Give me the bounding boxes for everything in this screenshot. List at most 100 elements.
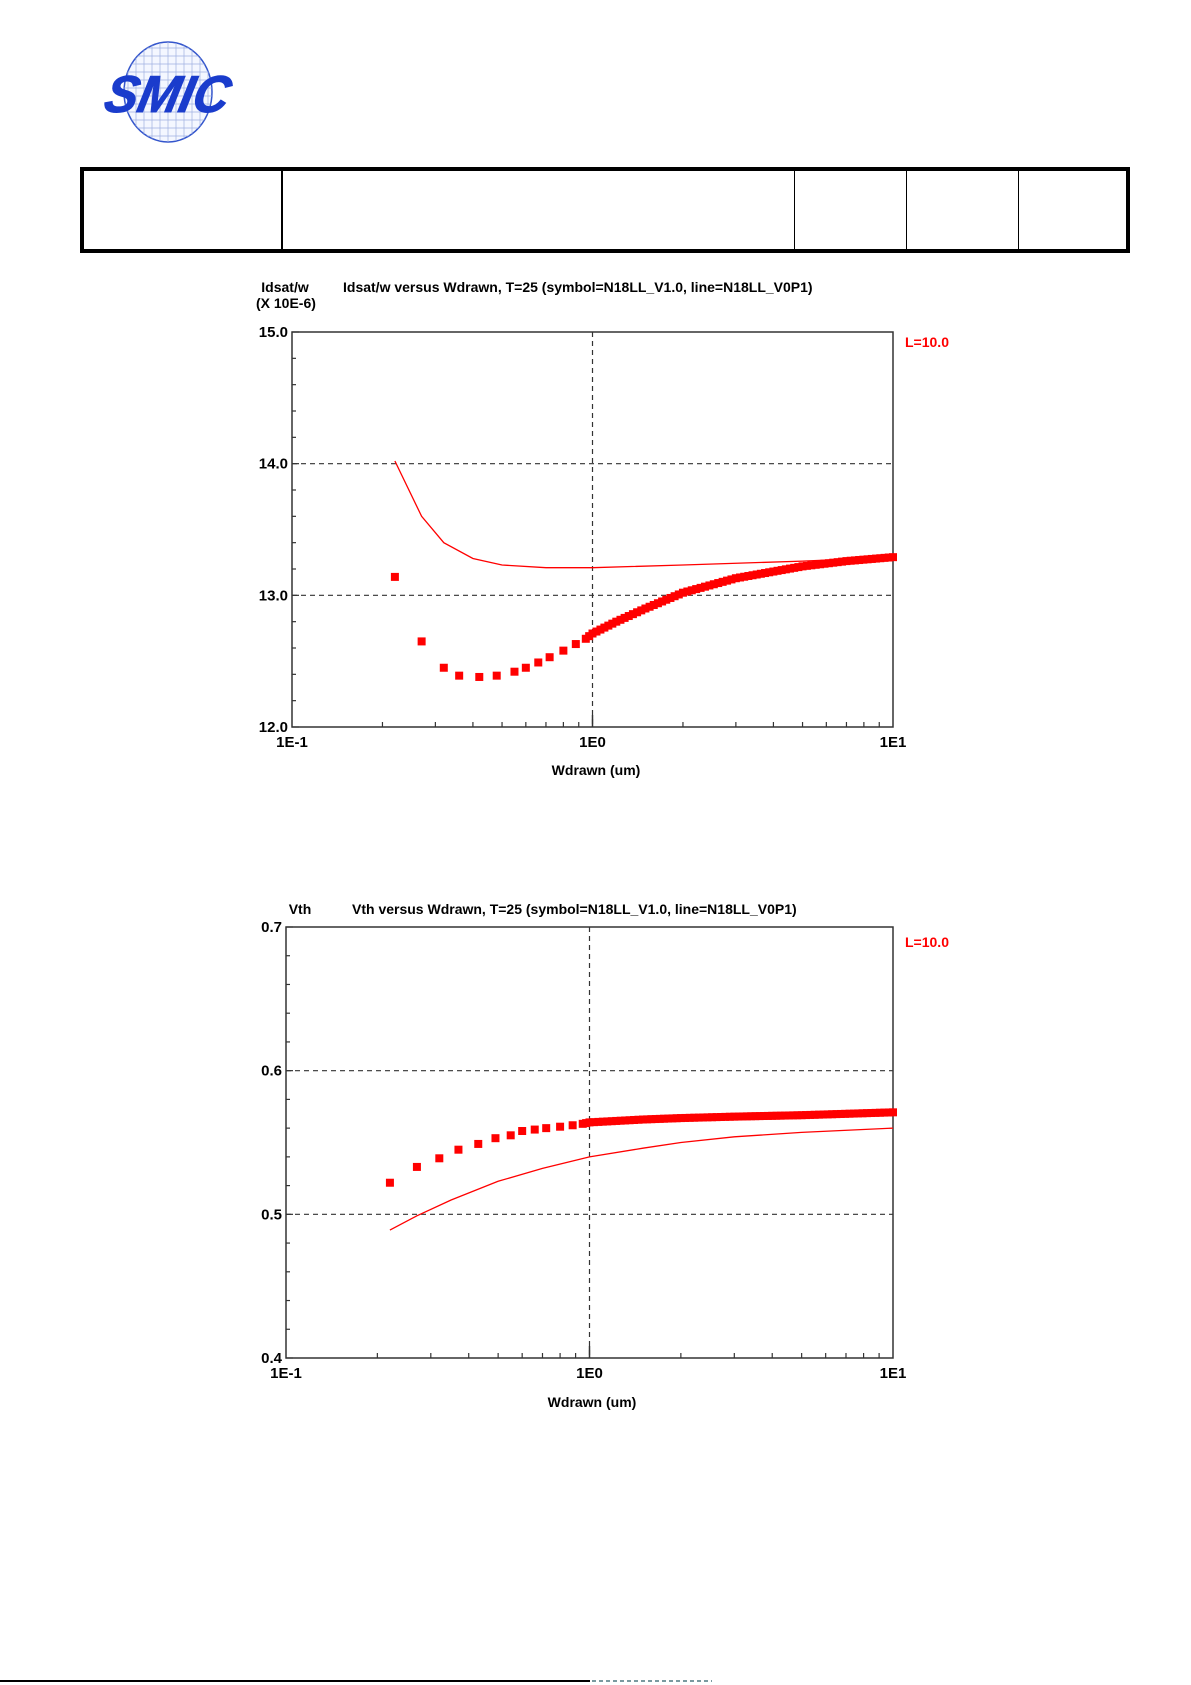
data-marker: [794, 563, 803, 572]
data-marker: [670, 592, 679, 601]
data-marker: [793, 1111, 802, 1120]
data-marker: [752, 570, 761, 579]
data-marker: [755, 1112, 764, 1121]
data-marker: [751, 1112, 760, 1121]
data-marker: [625, 1116, 634, 1125]
data-marker: [676, 1114, 685, 1123]
data-marker: [612, 617, 621, 626]
data-marker: [638, 1115, 647, 1124]
data-marker: [475, 672, 484, 681]
data-marker: [765, 568, 774, 577]
data-marker: [846, 556, 855, 565]
data-marker: [833, 558, 842, 567]
data-marker: [838, 557, 847, 566]
data-marker: [725, 1112, 734, 1121]
y-tick-label: 0.6: [261, 1063, 282, 1080]
x-tick-label: 1E0: [576, 1365, 603, 1382]
data-marker: [708, 1113, 717, 1122]
data-marker: [734, 1112, 743, 1121]
data-marker: [633, 608, 642, 617]
data-marker: [649, 600, 658, 609]
data-marker: [850, 556, 859, 565]
data-marker: [559, 646, 568, 655]
data-marker: [641, 604, 650, 613]
data-marker: [607, 1117, 616, 1126]
data-marker: [703, 1113, 712, 1122]
data-marker: [806, 1110, 815, 1119]
data-marker: [696, 583, 705, 592]
data-marker: [594, 1117, 603, 1126]
y-tick-label: 0.7: [261, 919, 282, 936]
data-marker: [709, 580, 718, 589]
data-marker: [534, 658, 543, 667]
data-marker: [845, 1109, 854, 1118]
data-marker: [621, 1116, 630, 1125]
data-marker: [454, 1145, 463, 1154]
data-marker: [863, 555, 872, 564]
data-marker: [828, 1110, 837, 1119]
data-marker: [816, 560, 825, 569]
y-tick-label: 14.0: [259, 456, 288, 473]
data-marker: [385, 1178, 394, 1187]
data-marker: [801, 1111, 810, 1120]
data-marker: [530, 1125, 539, 1134]
data-marker: [651, 1115, 660, 1124]
data-marker: [589, 1118, 598, 1127]
data-marker: [705, 581, 714, 590]
data-marker: [810, 1110, 819, 1119]
data-marker: [545, 653, 554, 662]
data-marker: [740, 572, 749, 581]
data-marker: [518, 1127, 527, 1136]
data-marker: [759, 1112, 768, 1121]
data-marker: [683, 587, 692, 596]
data-marker: [872, 554, 881, 563]
data-marker: [829, 558, 838, 567]
data-marker: [738, 1112, 747, 1121]
data-marker: [832, 1110, 841, 1119]
chart-title: Vth versus Wdrawn, T=25 (symbol=N18LL_V1…: [352, 901, 797, 917]
data-marker: [790, 563, 799, 572]
data-marker: [731, 574, 740, 583]
data-marker: [776, 1111, 785, 1120]
y-axis-scale: (X 10E-6): [256, 295, 316, 311]
data-marker: [727, 575, 736, 584]
data-marker: [571, 640, 580, 649]
data-marker: [624, 612, 633, 621]
data-marker: [875, 1108, 884, 1117]
data-marker: [643, 1115, 652, 1124]
data-marker: [756, 569, 765, 578]
data-marker: [542, 1124, 551, 1133]
x-tick-label: 1E1: [880, 734, 907, 751]
data-marker: [521, 663, 530, 672]
data-marker: [819, 1110, 828, 1119]
data-marker: [718, 577, 727, 586]
header-cell-3: [795, 171, 907, 249]
data-marker: [859, 555, 868, 564]
data-marker: [858, 1109, 867, 1118]
chart-title: Idsat/w versus Wdrawn, T=25 (symbol=N18L…: [343, 279, 813, 295]
data-marker: [849, 1109, 858, 1118]
data-marker: [768, 1111, 777, 1120]
model-line: [389, 1127, 894, 1231]
data-marker: [854, 1109, 863, 1118]
data-marker: [855, 556, 864, 565]
data-marker: [598, 1117, 607, 1126]
data-marker: [658, 597, 667, 606]
data-marker: [871, 1108, 880, 1117]
document-header-table: [80, 167, 1130, 253]
data-marker: [412, 1162, 421, 1171]
data-marker: [862, 1109, 871, 1118]
data-marker: [867, 1109, 876, 1118]
data-marker: [645, 602, 654, 611]
data-marker: [662, 595, 671, 604]
data-marker: [867, 554, 876, 563]
data-marker: [616, 615, 625, 624]
data-marker: [820, 559, 829, 568]
data-marker: [823, 1110, 832, 1119]
data-marker: [506, 1131, 515, 1140]
data-marker: [439, 663, 448, 672]
data-marker: [417, 637, 426, 646]
data-marker: [786, 564, 795, 573]
legend-label: L=10.0: [905, 334, 949, 350]
data-marker: [634, 1115, 643, 1124]
